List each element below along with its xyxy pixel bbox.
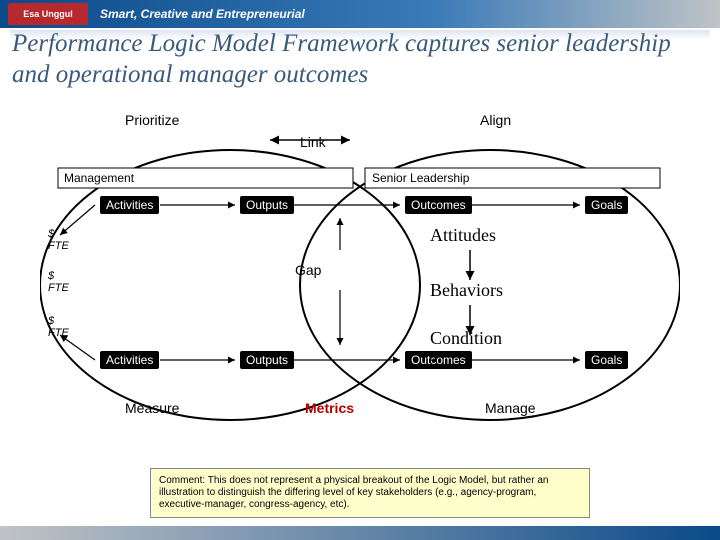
header-bar: Esa Unggul Smart, Creative and Entrepren… (0, 0, 720, 28)
label-behaviors: Behaviors (430, 280, 503, 301)
slide-title: Performance Logic Model Framework captur… (12, 28, 708, 91)
label-align: Align (480, 112, 511, 128)
label-link: Link (300, 134, 326, 150)
comment-callout: Comment: This does not represent a physi… (150, 468, 590, 518)
footer-bar (0, 526, 720, 540)
section-management: Management (64, 171, 134, 185)
chip-goals-1: Goals (585, 196, 628, 214)
fte-1: $ FTE (48, 228, 69, 252)
label-prioritize: Prioritize (125, 112, 179, 128)
fte-3: $ FTE (48, 315, 69, 339)
logo-text: Esa Unggul (23, 10, 73, 19)
chip-outputs-1: Outputs (240, 196, 294, 214)
logic-model-diagram: Prioritize Link Align Management Senior … (40, 130, 680, 430)
tagline: Smart, Creative and Entrepreneurial (100, 7, 305, 21)
label-metrics: Metrics (305, 400, 354, 416)
label-manage: Manage (485, 400, 536, 416)
label-conditions: Condition s (430, 330, 502, 364)
chip-outputs-2: Outputs (240, 351, 294, 369)
fte-2: $ FTE (48, 270, 69, 294)
chip-outcomes-1: Outcomes (405, 196, 472, 214)
chip-activities-1: Activities (100, 196, 159, 214)
label-gap: Gap (295, 262, 321, 278)
label-attitudes: Attitudes (430, 225, 496, 246)
label-measure: Measure (125, 400, 179, 416)
section-senior-leadership: Senior Leadership (372, 171, 469, 185)
chip-activities-2: Activities (100, 351, 159, 369)
chip-goals-2: Goals (585, 351, 628, 369)
university-logo: Esa Unggul (8, 3, 88, 25)
